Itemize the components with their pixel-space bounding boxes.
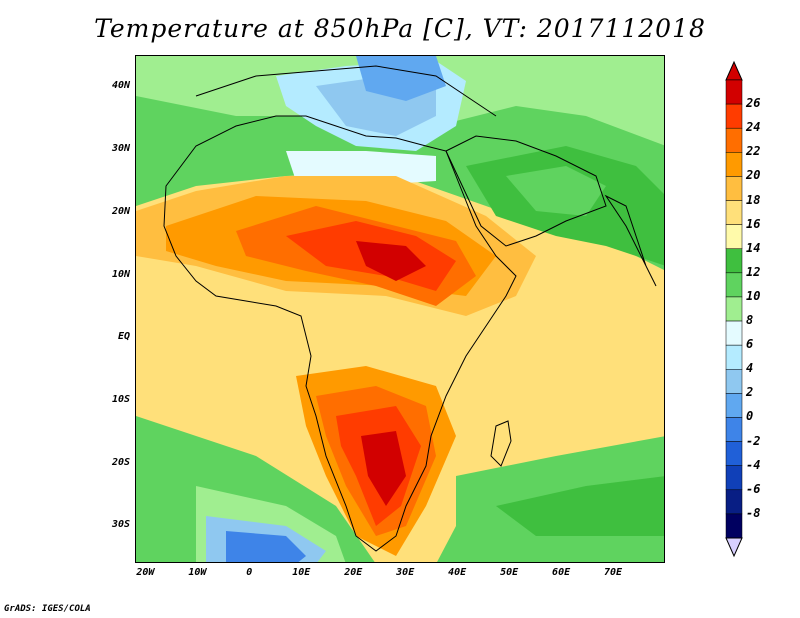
longitude-tick-label: 20W [136, 567, 155, 578]
longitude-tick-label: 40E [448, 567, 467, 578]
colorbar-swatch [725, 248, 743, 274]
colorbar-tick-label: 4 [746, 361, 754, 376]
longitude-tick-label: 20E [344, 567, 363, 578]
colorbar-tick-label: 22 [746, 144, 761, 159]
colorbar-tick-label: 24 [746, 120, 761, 135]
colorbar-top-arrow [725, 60, 743, 81]
colorbar-swatch [725, 489, 743, 515]
longitude-tick-label: 10E [292, 567, 311, 578]
colorbar-swatch [725, 369, 743, 394]
latitude-tick-label: 30S [111, 519, 130, 531]
colorbar-swatch [725, 103, 743, 129]
latitude-tick-label: 10N [111, 268, 130, 280]
latitude-tick-label: 20S [111, 456, 130, 468]
longitude-tick-label: 70E [604, 567, 623, 578]
latitude-tick-label: 20N [111, 205, 130, 217]
longitude-tick-label: 60E [552, 567, 571, 578]
colorbar-tick-label: -6 [746, 481, 761, 496]
colorbar-swatch [725, 513, 743, 539]
colorbar-tick-label: 6 [746, 337, 754, 352]
longitude-tick-label: 50E [500, 567, 519, 578]
colorbar-swatch [725, 393, 743, 418]
credit-text: GrADS: IGES/COLA [4, 604, 91, 614]
colorbar-swatch [725, 127, 743, 153]
africa-coastline [163, 115, 517, 552]
colorbar-tick-label: 16 [746, 216, 761, 231]
colorbar-swatch [725, 224, 743, 249]
colorbar-swatch [725, 296, 743, 322]
colorbar-swatch [725, 417, 743, 442]
colorbar-tick-label: 12 [746, 264, 761, 279]
colorbar-tick-label: -4 [746, 457, 761, 472]
india-coastline [604, 194, 657, 287]
colorbar-swatch [725, 320, 743, 346]
colorbar-tick-label: 18 [746, 192, 761, 207]
longitude-tick-label: 10W [188, 567, 207, 578]
arabia-coastline [445, 135, 607, 247]
madagascar-outline [490, 420, 512, 467]
colorbar-swatch [725, 200, 743, 225]
colorbar-swatch [725, 79, 743, 105]
colorbar-bottom-arrow [725, 537, 743, 558]
colorbar-swatch [725, 152, 743, 177]
colorbar-tick-label: 26 [746, 96, 761, 111]
temperature-map [135, 55, 665, 563]
latitude-tick-label: 30N [111, 143, 130, 155]
colorbar-tick-label: 14 [746, 240, 761, 255]
colorbar-tick-label: 0 [746, 409, 754, 424]
colorbar-swatch [725, 272, 743, 298]
europe-coastline [195, 65, 497, 117]
colorbar-swatch [725, 176, 743, 201]
colorbar [725, 60, 743, 558]
colorbar-tick-label: 2 [746, 385, 754, 400]
colorbar-swatch [725, 441, 743, 466]
colorbar-tick-label: -8 [746, 505, 761, 520]
colorbar-tick-label: 8 [746, 313, 754, 328]
map-title: Temperature at 850hPa [C], VT: 201711201… [94, 14, 706, 43]
latitude-tick-label: EQ [117, 331, 130, 343]
colorbar-swatch [725, 465, 743, 491]
colorbar-swatch [725, 344, 743, 370]
longitude-tick-label: 30E [396, 567, 415, 578]
latitude-tick-label: 40N [111, 80, 130, 92]
colorbar-tick-label: -2 [746, 433, 761, 448]
colorbar-tick-label: 10 [746, 288, 761, 303]
latitude-tick-label: 10S [111, 393, 130, 405]
longitude-tick-label: 0 [246, 567, 253, 578]
colorbar-tick-label: 20 [746, 168, 761, 183]
